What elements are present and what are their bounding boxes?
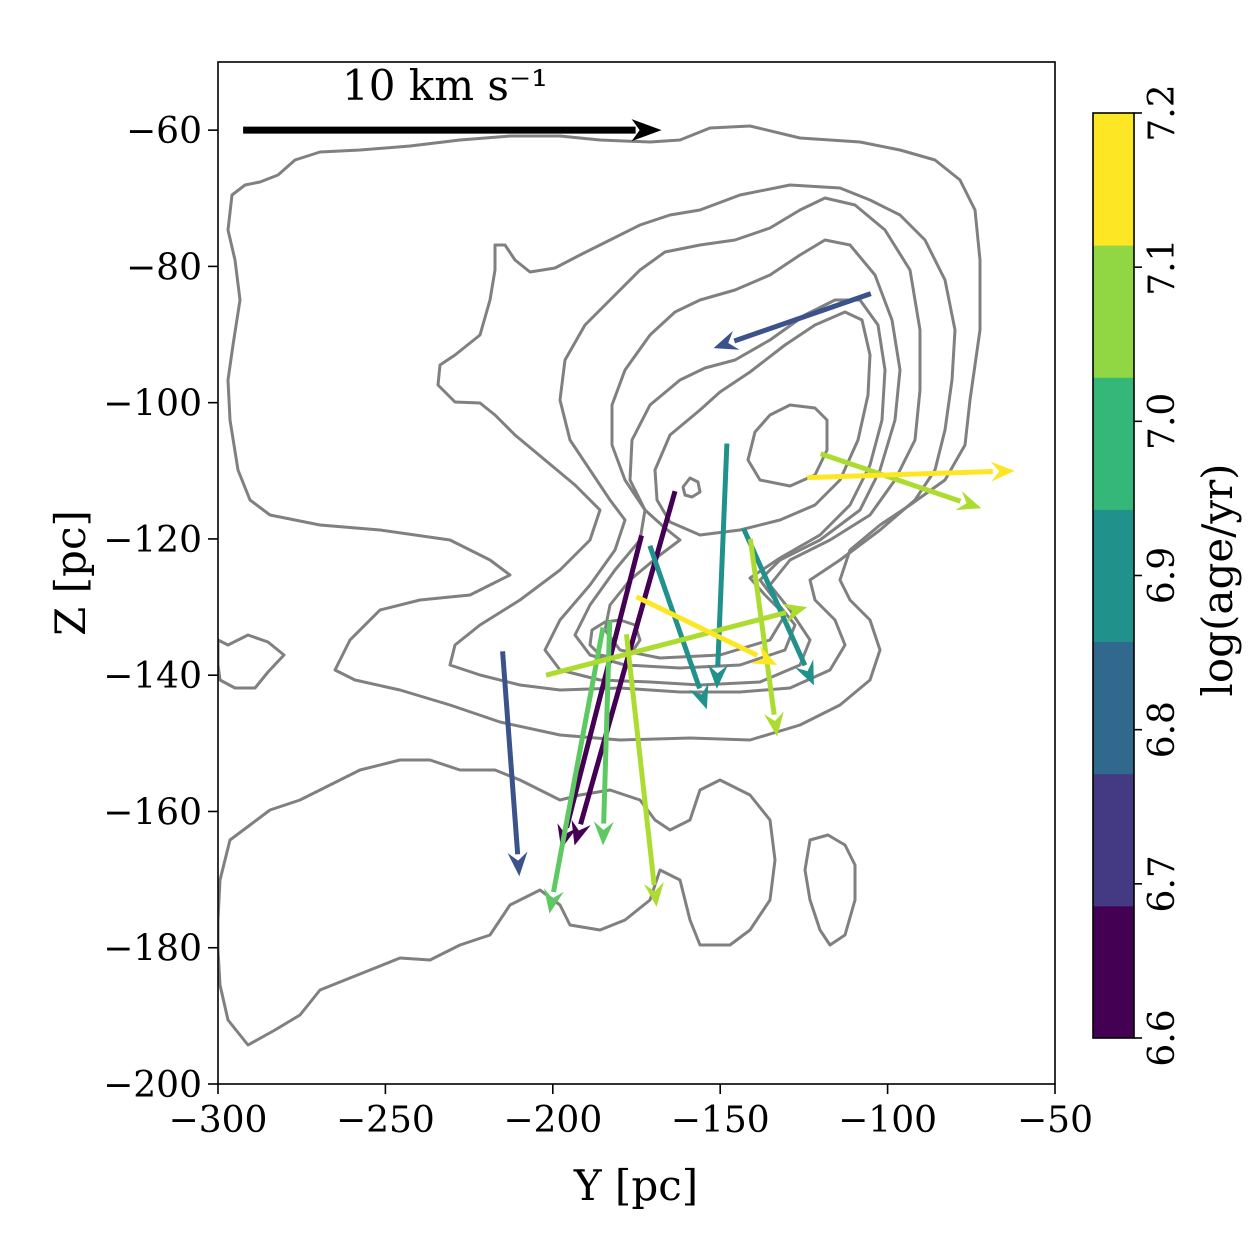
contour-level-6 <box>653 310 872 537</box>
colorbar-segment <box>1093 509 1134 643</box>
colorbar-segment <box>1093 905 1134 1039</box>
contour-peak-small <box>681 476 702 499</box>
velocity-arrow-9-shaft <box>601 620 613 824</box>
velocity-arrow-11 <box>747 538 784 737</box>
y-tick-label: −160 <box>103 792 202 833</box>
velocity-arrow-15 <box>807 461 1015 482</box>
velocity-arrow-10-head <box>781 603 808 623</box>
contour-level-4 <box>573 238 902 670</box>
contour-level-5 <box>603 298 887 660</box>
velocity-arrow-10 <box>545 603 808 678</box>
velocity-arrow-13 <box>623 634 664 907</box>
colorbar-segment <box>1093 773 1134 907</box>
x-tick-label: −100 <box>838 1100 937 1141</box>
y-tick-label: −100 <box>103 384 202 425</box>
velocity-arrow-11-head <box>763 711 784 737</box>
velocity-arrow-14-head <box>751 645 778 665</box>
contour-level-7 <box>746 403 829 488</box>
colorbar-tick-label: 6.6 <box>1142 1009 1183 1066</box>
reference-arrow-head <box>631 119 662 142</box>
contour-right-blob <box>803 833 857 947</box>
colorbar-segment <box>1093 377 1134 510</box>
contour-left-blob <box>218 633 286 690</box>
velocity-arrow-8 <box>544 627 606 914</box>
velocity-arrow-9 <box>593 620 614 846</box>
velocity-arrow-14-shaft <box>635 594 759 658</box>
velocity-arrow-4-shaft <box>564 534 644 829</box>
y-tick-label: −120 <box>103 520 202 561</box>
velocity-arrow-2 <box>500 651 528 877</box>
velocity-arrow-8-shaft <box>551 627 606 893</box>
velocity-arrow-3-head <box>571 819 591 846</box>
velocity-arrow-11-shaft <box>747 538 777 716</box>
contour-lower-band <box>218 758 777 1047</box>
x-tick-label: −50 <box>1017 1100 1093 1141</box>
x-tick-label: −300 <box>169 1100 268 1141</box>
x-tick-label: −200 <box>503 1100 602 1141</box>
velocity-arrow-13-shaft <box>623 634 657 886</box>
velocity-arrow-7-head <box>689 683 709 710</box>
colorbar-tick-label: 7.1 <box>1142 239 1183 296</box>
velocity-arrow-1-head <box>713 330 740 350</box>
contour-level-3 <box>543 196 922 687</box>
velocity-arrow-12 <box>819 451 982 511</box>
density-contours <box>218 124 982 1047</box>
contour-level-1 <box>226 124 982 742</box>
colorbar-tick-label: 6.8 <box>1142 701 1183 758</box>
colorbar-segment <box>1093 245 1134 378</box>
velocity-arrow-9-head <box>593 821 614 846</box>
velocity-arrow-2-head <box>507 851 528 877</box>
colorbar-tick-label: 6.7 <box>1142 855 1183 912</box>
colorbar-tick-label: 7.0 <box>1142 393 1183 450</box>
y-axis-ticks: −200 −180 −160 −140 −120 −100 −80 −60 <box>103 111 218 1106</box>
velocity-arrow-6-head <box>794 659 814 686</box>
velocity-arrow-8-head <box>544 888 564 914</box>
y-tick-label: −60 <box>126 111 202 152</box>
velocity-arrow-1-shaft <box>733 291 872 344</box>
velocity-arrow-5-head <box>707 664 728 689</box>
velocity-arrow-1 <box>713 291 872 350</box>
colorbar-label: log(age/yr) <box>1193 463 1242 696</box>
plot-frame <box>217 61 1056 1085</box>
x-axis-ticks: −300 −250 −200 −150 −100 −50 <box>169 1084 1093 1141</box>
velocity-arrow-10-shaft <box>545 610 787 678</box>
contour-level-2 <box>436 183 957 694</box>
reference-arrow: 10 km s⁻¹ <box>243 61 662 142</box>
velocity-arrow-5-shaft <box>715 443 730 667</box>
colorbar-tick-label: 6.9 <box>1142 547 1183 604</box>
velocity-arrow-15-head <box>990 461 1015 482</box>
velocity-arrow-2-shaft <box>500 651 521 855</box>
y-tick-label: −200 <box>103 1065 202 1106</box>
colorbar: 6.6 6.7 6.8 6.9 7.0 7.1 7.2 <box>1092 84 1183 1067</box>
colorbar-segment <box>1093 641 1134 775</box>
reference-arrow-label: 10 km s⁻¹ <box>342 61 548 110</box>
y-tick-label: −140 <box>103 656 202 697</box>
velocity-arrow-12-head <box>955 491 982 511</box>
colorbar-tick-label: 7.2 <box>1142 84 1183 141</box>
colorbar-segment <box>1093 113 1134 246</box>
velocity-arrow-12-shaft <box>819 451 962 504</box>
velocity-arrow-14 <box>635 594 778 665</box>
y-tick-label: −180 <box>103 929 202 970</box>
velocity-arrow-15-shaft <box>807 469 993 481</box>
y-axis-label: Z [pc] <box>46 510 95 636</box>
x-axis-label: Y [pc] <box>573 1161 698 1210</box>
x-tick-label: −150 <box>671 1100 770 1141</box>
velocity-arrows <box>500 291 1015 914</box>
y-tick-label: −80 <box>126 247 202 288</box>
velocity-arrow-13-head <box>644 881 664 907</box>
x-tick-label: −250 <box>336 1100 435 1141</box>
